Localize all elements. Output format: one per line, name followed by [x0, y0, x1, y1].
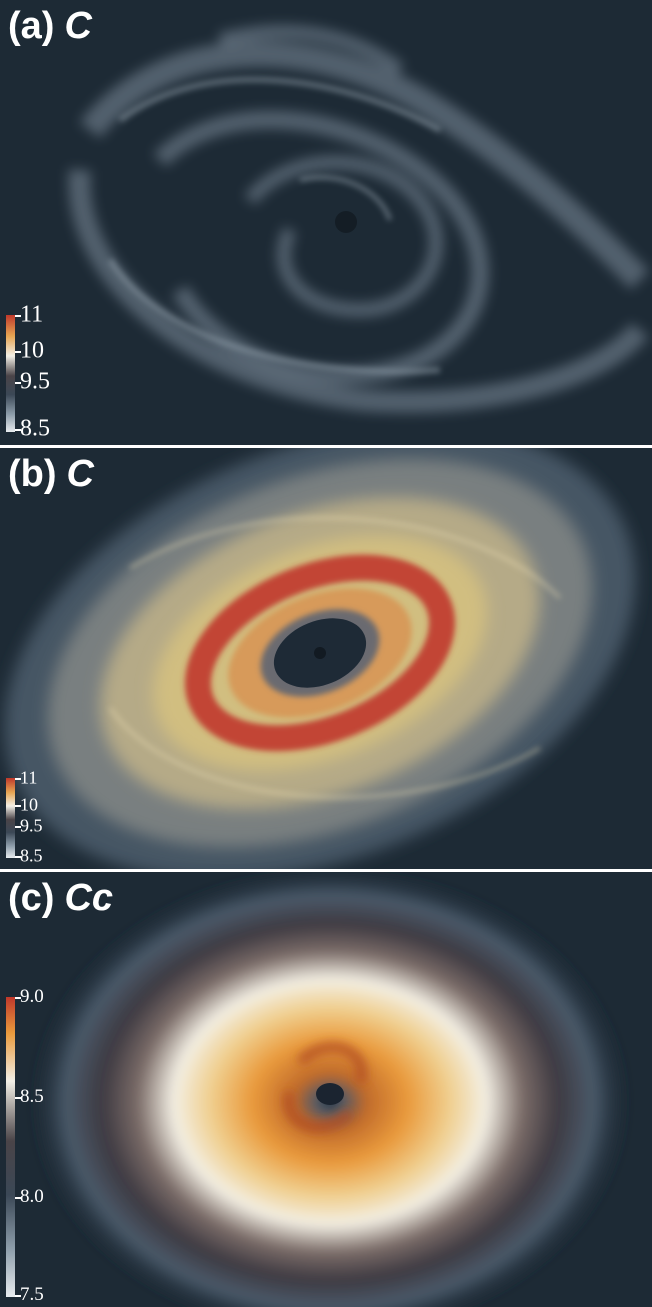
panel-b-tick-label: 8.5 [20, 845, 43, 866]
panel-c-tick-label: 7.5 [20, 1284, 44, 1305]
panel-a-tick-label: 10 [20, 337, 44, 364]
panel-a-colorbar: 11 10 9.5 8.5 [6, 302, 76, 442]
panel-b-rendering [0, 448, 652, 869]
panel-c-colorbar: 9.0 8.5 8.0 7.5 [6, 986, 66, 1305]
panel-b-tick-mark [15, 856, 21, 858]
panel-c: (c) Cc 9.0 8.5 8.0 7.5 [0, 872, 652, 1307]
panel-c-tick-mark [15, 1197, 21, 1199]
panel-c-tick-label: 9.0 [20, 986, 44, 1007]
panel-a-tick-mark [15, 315, 21, 317]
panel-c-tick-mark [15, 997, 21, 999]
panel-a-colorbar-gradient [6, 315, 15, 432]
panel-a: (a) C 11 10 9.5 8.5 [0, 0, 652, 445]
panel-b-colorbar-gradient [6, 778, 15, 858]
panel-c-variable: Cc [64, 877, 114, 919]
panel-c-rendering [0, 872, 652, 1307]
panel-a-tick-label: 8.5 [20, 415, 50, 442]
panel-c-colorbar-gradient [6, 997, 15, 1297]
panel-b-tick-label: 10 [20, 794, 38, 815]
panel-c-tick-mark [15, 1097, 21, 1099]
panel-b-tick-label: 11 [20, 767, 38, 788]
panel-c-tick-label: 8.5 [20, 1086, 44, 1107]
panel-c-tick-label: 8.0 [20, 1186, 44, 1207]
panel-b-tick-mark [15, 826, 21, 828]
panel-b-variable: C [66, 453, 94, 495]
panel-c-label: (c) Cc [8, 876, 113, 920]
panel-c-tick-mark [15, 1295, 21, 1297]
panel-b: (b) C 11 10 9.5 8.5 [0, 448, 652, 869]
panel-b-tick-mark [15, 778, 21, 780]
panel-a-rendering [0, 0, 652, 445]
panel-b-letter: (b) [8, 453, 57, 495]
panel-a-label: (a) C [8, 4, 92, 48]
panel-a-variable: C [64, 5, 92, 47]
panel-c-letter: (c) [8, 877, 55, 919]
panel-b-label: (b) C [8, 452, 94, 496]
panel-a-letter: (a) [8, 5, 55, 47]
panel-a-tick-label: 11 [20, 301, 44, 328]
panel-b-tick-mark [15, 805, 21, 807]
panel-a-tick-label: 9.5 [20, 368, 50, 395]
panel-b-colorbar: 11 10 9.5 8.5 [6, 768, 66, 866]
panel-a-tick-mark [15, 429, 21, 431]
panel-a-tick-mark [15, 382, 21, 384]
panel-b-tick-label: 9.5 [20, 815, 43, 836]
panel-a-tick-mark [15, 351, 21, 353]
